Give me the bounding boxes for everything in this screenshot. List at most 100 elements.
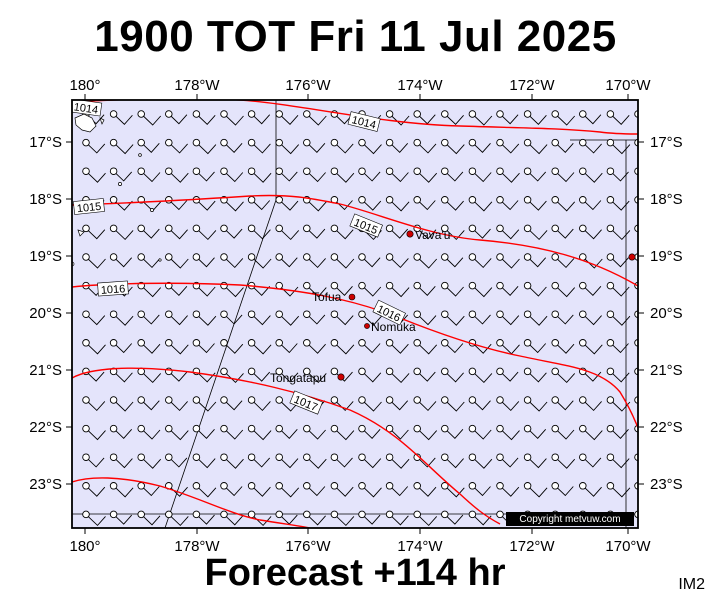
wind-barb [551,339,575,354]
isobar-label: 1014 [350,114,377,132]
wind-barb [247,339,272,355]
isobar-label-box [347,111,381,132]
wind-barb [330,482,354,497]
wind-barb [413,196,436,211]
map-title: 1900 TOT Fri 11 Jul 2025 [94,12,617,61]
wind-barb [468,281,493,298]
wind-barb [165,110,188,125]
wind-barb [303,138,326,153]
isobar-line [72,100,638,135]
image-code: IM2 [678,576,705,593]
place-label-nomuka: Nomuka [371,320,416,334]
copyright-text: Copyright metvuw.com [519,514,620,525]
wind-barb [441,138,465,155]
wind-barb [606,167,629,182]
wind-barb [606,110,630,125]
wind-barb [247,482,271,497]
wind-barb [496,281,519,296]
lat-label-right: 19°S [650,248,683,265]
wind-barb [247,110,271,125]
wind-barb [468,396,491,411]
lat-label-left: 23°S [29,476,62,493]
isobar-line [72,194,638,287]
wind-barb [165,424,189,441]
wind-barb [579,110,602,125]
wind-barb [82,138,106,154]
wind-barb [579,281,602,296]
wind-barb [192,482,217,498]
isobar-line [72,282,638,429]
place-marker [337,373,345,381]
island-shape [158,258,162,262]
place-label-tongatapu: Tongatapu [270,371,326,385]
wind-barb [579,339,603,355]
wind-barb [523,138,548,155]
wind-barb [303,224,326,239]
wind-barb [165,310,188,326]
lon-label-top: 178°W [174,77,220,94]
wind-barb [137,396,160,411]
wind-barb [109,224,134,241]
wind-barb [330,339,355,355]
lat-label-left: 18°S [29,191,62,208]
isobar-label-box [289,390,323,415]
place-marker [364,323,370,329]
wind-barb [606,310,631,326]
bottom-lon-labels: 180° 178°W 176°W 174°W 172°W 170°W [69,538,651,555]
lat-label-left: 21°S [29,362,62,379]
wind-barb [551,310,574,325]
wind-barb [220,482,243,497]
isobar-label: 1016 [100,283,125,297]
wind-barb [551,396,574,411]
wind-barb [330,253,355,269]
wind-barb [109,453,133,469]
wind-barb [330,424,355,441]
wind-barb [358,310,382,326]
wind-barb [385,224,409,239]
wind-barb [358,138,382,155]
wind-barb [247,510,272,527]
lon-label-top: 170°W [605,77,651,94]
wind-barb [358,167,381,182]
wind-barb [303,510,326,526]
wind-barb [82,424,106,441]
wind-barb [137,310,160,325]
wind-barb [109,510,133,525]
wind-barb [606,367,630,383]
island-shape [77,229,85,237]
island-shape [118,182,122,186]
wind-barb [275,367,299,383]
wind-barb [220,339,244,354]
wind-barb [192,396,217,412]
wind-barb [358,424,381,439]
wind-barb [109,339,133,354]
wind-barb [330,396,354,412]
wind-barb [385,453,410,469]
wind-barb [165,453,188,468]
wind-barb [330,281,353,296]
wind-barb [496,310,520,326]
wind-barb [109,253,133,268]
wind-barb [523,339,547,354]
wind-barb [220,167,244,183]
wind-barb [385,196,410,212]
wind-barb [192,453,216,469]
wind-barb [441,253,464,268]
lon-label-bottom: 180° [69,538,100,555]
wind-barb [247,224,271,240]
wind-barb [275,167,298,182]
island-shape [99,117,105,125]
wind-barb [303,424,326,440]
wind-barb [496,224,520,240]
wind-barb [303,310,326,325]
wind-barb [496,167,520,183]
lat-label-left: 20°S [29,305,62,322]
wind-barb [358,453,382,469]
wind-barb [468,510,492,526]
wind-barb [441,339,464,354]
wind-barb [551,281,576,298]
lon-label-bottom: 170°W [605,538,651,555]
wind-barb [606,281,630,297]
wind-barb [606,138,631,155]
wind-barb [551,453,576,469]
